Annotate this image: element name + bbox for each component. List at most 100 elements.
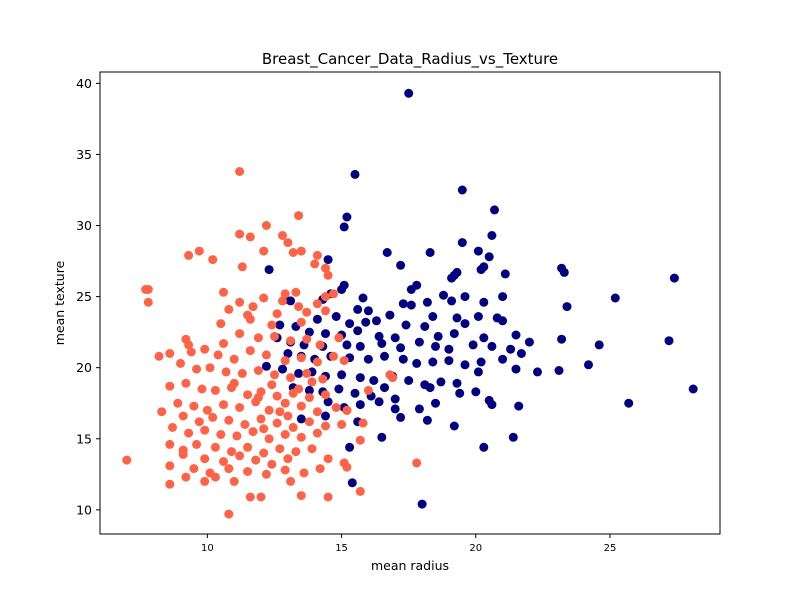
data-point-series-0-6	[487, 231, 497, 240]
data-point-series-0-121	[584, 360, 593, 370]
data-point-series-0-16	[479, 262, 489, 272]
data-point-series-1-5	[278, 231, 287, 240]
data-point-series-0-2	[457, 185, 467, 195]
x-axis-label: mean radius	[371, 558, 449, 573]
data-point-series-1-120	[296, 432, 306, 442]
data-point-series-0-9	[382, 248, 392, 257]
data-point-series-0-125	[334, 384, 344, 394]
x-tick-label-0: 10	[201, 543, 214, 554]
data-point-series-1-109	[321, 421, 330, 431]
data-point-series-0-130	[471, 387, 481, 397]
data-point-series-0-101	[476, 357, 486, 367]
data-point-series-1-111	[358, 418, 368, 428]
data-point-series-1-106	[272, 418, 282, 428]
data-point-series-1-9	[194, 246, 204, 256]
data-point-series-0-36	[286, 296, 296, 306]
data-point-series-0-41	[447, 296, 457, 306]
data-point-series-1-160	[256, 492, 266, 502]
data-point-series-1-3	[235, 229, 245, 239]
data-point-series-0-98	[428, 357, 438, 367]
data-point-series-1-164	[224, 509, 234, 519]
data-point-series-1-77	[197, 384, 207, 394]
data-point-series-0-66	[390, 333, 400, 343]
data-point-series-0-146	[422, 415, 432, 425]
data-point-series-0-77	[342, 340, 352, 350]
y-tick-label-5: 35	[76, 147, 92, 162]
data-point-series-1-131	[307, 444, 317, 454]
data-point-series-0-110	[355, 373, 365, 383]
data-point-series-1-117	[248, 427, 258, 437]
data-point-series-1-174	[307, 377, 317, 387]
data-point-series-0-126	[350, 388, 360, 398]
data-point-series-1-47	[286, 336, 296, 346]
data-point-series-1-80	[243, 390, 253, 400]
data-point-series-1-158	[200, 476, 210, 486]
data-point-series-1-140	[323, 454, 333, 464]
y-axis-label: mean texture	[52, 260, 67, 345]
data-point-series-1-49	[315, 340, 325, 350]
data-point-series-1-152	[315, 464, 325, 474]
data-point-series-0-132	[323, 397, 333, 407]
data-point-series-0-82	[431, 341, 440, 351]
data-point-series-1-125	[210, 442, 220, 452]
data-point-series-0-154	[417, 499, 427, 509]
data-point-series-0-80	[396, 343, 406, 353]
data-point-series-1-35	[302, 307, 312, 317]
data-point-series-1-159	[245, 492, 255, 502]
data-point-series-1-57	[245, 346, 255, 356]
data-point-series-0-135	[374, 397, 384, 407]
data-point-series-0-19	[559, 267, 569, 277]
data-point-series-0-34	[562, 302, 572, 312]
data-point-series-0-89	[283, 349, 293, 358]
data-point-series-1-108	[304, 417, 314, 427]
data-point-series-0-100	[460, 360, 470, 370]
data-point-series-0-151	[479, 442, 489, 452]
data-point-series-1-126	[227, 447, 236, 457]
data-point-series-1-13	[312, 250, 322, 260]
data-point-series-1-116	[232, 431, 242, 441]
data-point-series-1-154	[210, 472, 220, 482]
data-point-series-1-34	[272, 309, 282, 319]
data-point-series-0-25	[412, 280, 422, 290]
data-point-series-0-32	[498, 292, 508, 302]
data-point-series-1-150	[280, 465, 290, 475]
data-point-series-1-66	[205, 363, 215, 373]
data-point-series-0-42	[479, 297, 489, 307]
data-point-series-0-67	[433, 331, 443, 341]
data-point-series-0-84	[468, 340, 478, 350]
data-point-series-1-91	[235, 403, 245, 412]
data-point-series-0-61	[304, 327, 314, 337]
data-point-series-1-163	[355, 486, 365, 496]
data-point-series-0-65	[374, 331, 384, 341]
data-point-series-0-20	[669, 273, 679, 283]
data-point-series-0-128	[425, 383, 435, 393]
data-point-series-1-145	[189, 464, 199, 474]
data-point-series-1-156	[286, 476, 296, 486]
data-point-series-0-46	[428, 312, 438, 321]
data-point-series-1-59	[280, 356, 290, 366]
data-point-series-1-171	[294, 384, 304, 394]
y-tick-label-2: 20	[76, 360, 92, 375]
data-point-series-0-96	[398, 354, 408, 364]
data-point-series-0-149	[377, 432, 387, 442]
data-point-series-0-81	[414, 337, 424, 347]
data-point-series-1-20	[143, 297, 153, 307]
data-point-series-1-54	[186, 347, 196, 357]
data-point-series-0-40	[422, 297, 432, 307]
data-point-series-0-116	[452, 378, 462, 388]
data-point-series-1-103	[224, 415, 234, 425]
data-point-series-0-83	[444, 344, 454, 354]
data-point-series-1-68	[237, 368, 247, 378]
data-point-series-1-56	[229, 354, 239, 364]
data-point-series-1-24	[321, 292, 330, 302]
data-point-series-1-36	[321, 306, 330, 316]
data-point-series-1-118	[264, 434, 274, 444]
data-point-series-1-39	[267, 320, 277, 330]
data-point-series-0-27	[337, 285, 347, 294]
data-point-series-1-133	[178, 449, 188, 459]
data-point-series-1-165	[412, 458, 422, 468]
data-point-series-1-84	[304, 393, 314, 402]
data-point-series-1-95	[296, 401, 306, 411]
data-point-series-1-69	[253, 366, 263, 375]
